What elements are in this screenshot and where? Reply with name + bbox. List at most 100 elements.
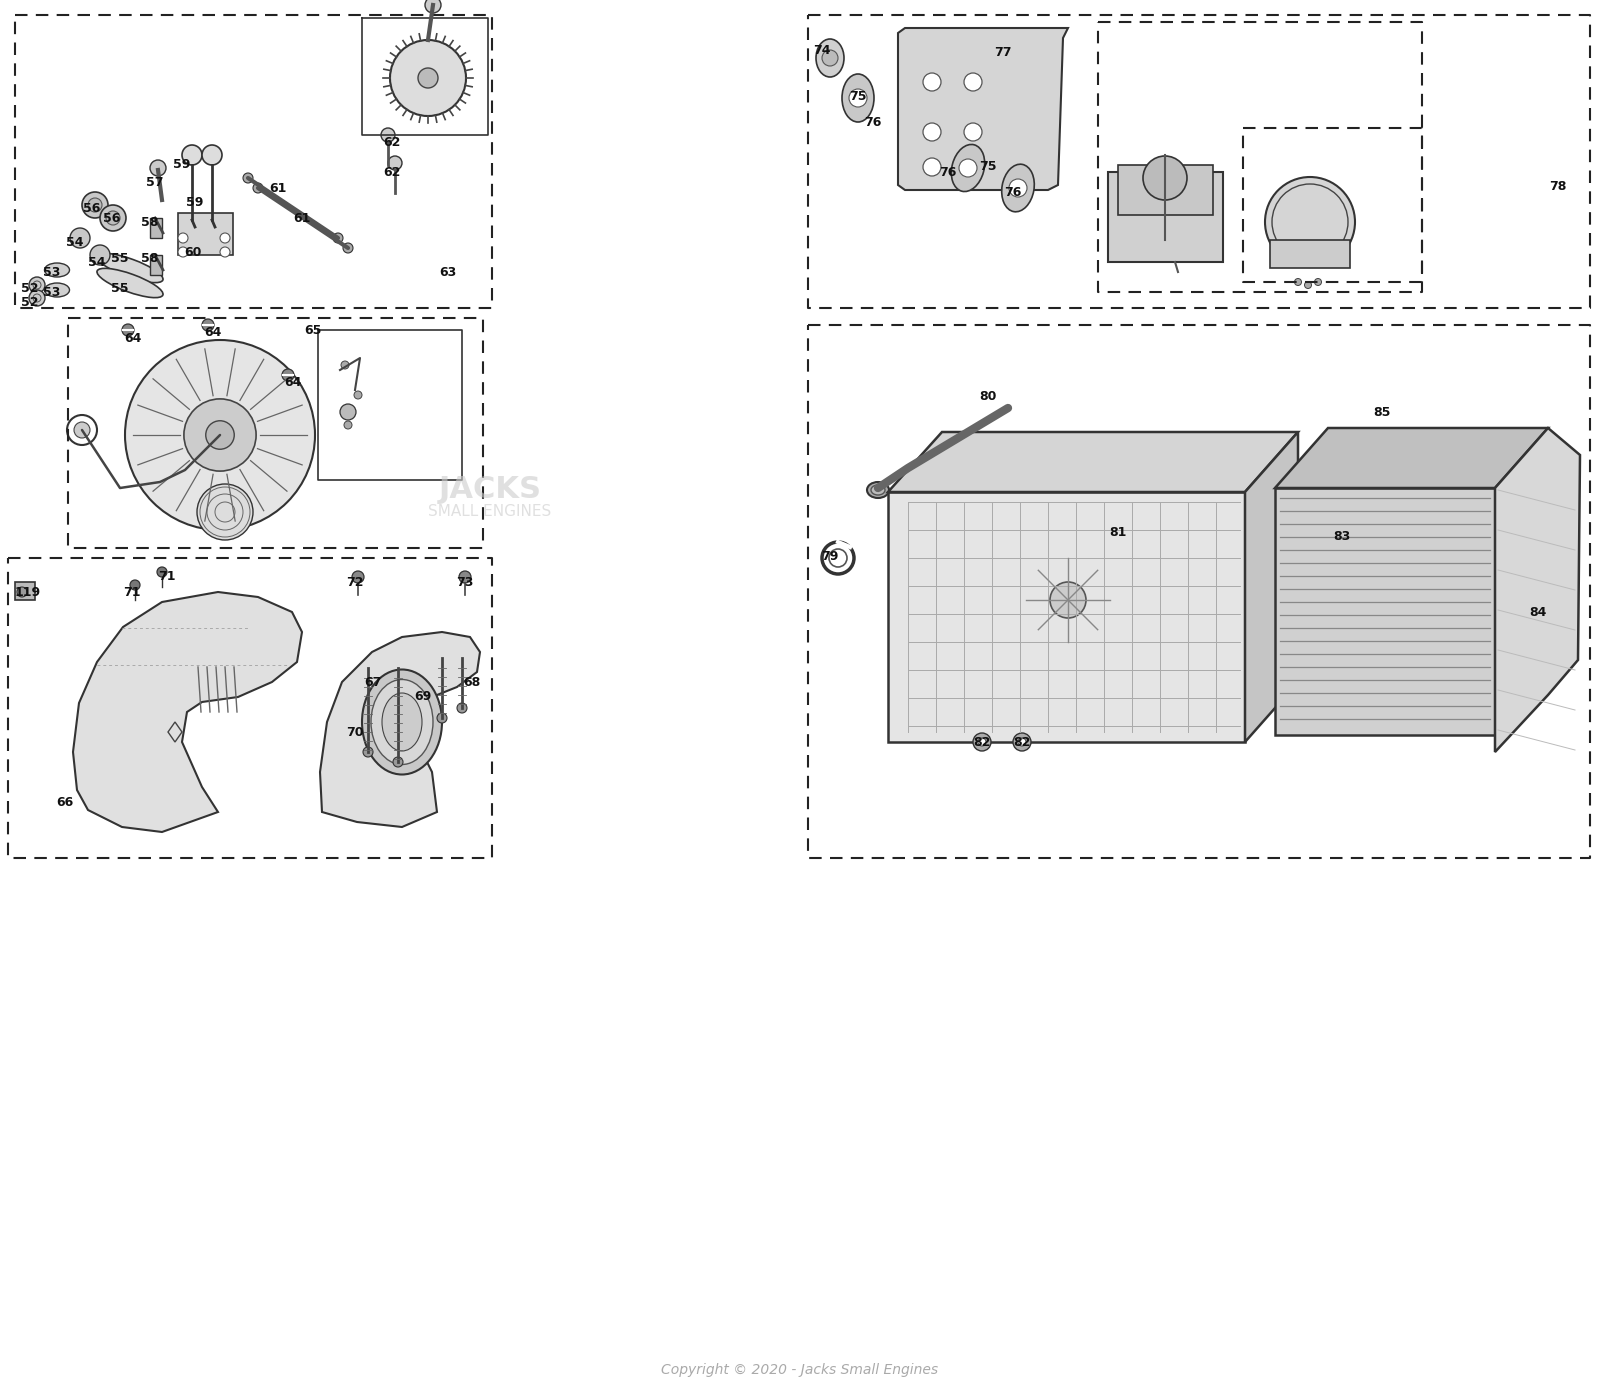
Text: 84: 84 bbox=[1530, 605, 1547, 618]
Circle shape bbox=[182, 145, 202, 165]
Text: 76: 76 bbox=[1005, 186, 1022, 199]
Text: 52: 52 bbox=[21, 281, 38, 295]
Ellipse shape bbox=[45, 263, 69, 277]
Circle shape bbox=[1018, 738, 1026, 747]
Circle shape bbox=[150, 159, 166, 176]
Text: 57: 57 bbox=[146, 176, 163, 189]
Text: 73: 73 bbox=[456, 576, 474, 589]
Circle shape bbox=[850, 89, 867, 108]
Polygon shape bbox=[888, 492, 1245, 742]
Circle shape bbox=[354, 391, 362, 398]
Circle shape bbox=[206, 421, 234, 449]
Text: 61: 61 bbox=[269, 182, 286, 194]
Text: 56: 56 bbox=[83, 201, 101, 214]
Text: 71: 71 bbox=[158, 570, 176, 583]
Circle shape bbox=[1013, 733, 1030, 751]
Circle shape bbox=[437, 713, 446, 723]
Circle shape bbox=[82, 192, 109, 218]
Text: JACKS: JACKS bbox=[438, 475, 541, 505]
Circle shape bbox=[963, 73, 982, 91]
Bar bbox=[14, 582, 35, 600]
Text: 82: 82 bbox=[1013, 735, 1030, 748]
Polygon shape bbox=[1245, 432, 1298, 742]
Text: 65: 65 bbox=[304, 323, 322, 337]
Text: 53: 53 bbox=[43, 266, 61, 278]
Text: 75: 75 bbox=[850, 91, 867, 103]
Circle shape bbox=[197, 484, 253, 540]
Polygon shape bbox=[1494, 428, 1581, 752]
Circle shape bbox=[178, 247, 189, 257]
Text: 59: 59 bbox=[173, 158, 190, 172]
Circle shape bbox=[978, 738, 986, 747]
Circle shape bbox=[958, 159, 978, 178]
Text: 79: 79 bbox=[821, 551, 838, 563]
Text: 55: 55 bbox=[112, 281, 128, 295]
Circle shape bbox=[352, 570, 365, 583]
Circle shape bbox=[1142, 157, 1187, 200]
Text: 52: 52 bbox=[21, 295, 38, 309]
Text: 53: 53 bbox=[43, 285, 61, 299]
Text: 54: 54 bbox=[66, 235, 83, 249]
Text: 83: 83 bbox=[1333, 530, 1350, 544]
Polygon shape bbox=[1275, 488, 1494, 735]
Text: 74: 74 bbox=[813, 43, 830, 56]
Circle shape bbox=[363, 747, 373, 756]
Circle shape bbox=[387, 157, 402, 171]
Text: 75: 75 bbox=[979, 161, 997, 173]
Text: 76: 76 bbox=[864, 116, 882, 129]
Bar bbox=[1107, 172, 1222, 261]
Bar bbox=[178, 212, 234, 254]
Circle shape bbox=[342, 243, 354, 253]
Circle shape bbox=[333, 233, 342, 243]
Circle shape bbox=[458, 703, 467, 713]
Circle shape bbox=[184, 398, 256, 471]
Text: 69: 69 bbox=[414, 691, 432, 703]
Circle shape bbox=[459, 570, 470, 583]
Text: 82: 82 bbox=[973, 735, 990, 748]
Bar bbox=[1270, 240, 1350, 268]
Text: 77: 77 bbox=[994, 46, 1011, 60]
Text: 54: 54 bbox=[88, 256, 106, 268]
Text: 59: 59 bbox=[186, 196, 203, 208]
Text: 68: 68 bbox=[464, 675, 480, 688]
Text: 64: 64 bbox=[125, 331, 142, 344]
Text: 81: 81 bbox=[1109, 526, 1126, 538]
Circle shape bbox=[426, 0, 442, 13]
Bar bbox=[150, 254, 162, 275]
Polygon shape bbox=[320, 632, 480, 828]
Polygon shape bbox=[888, 432, 1298, 492]
Circle shape bbox=[963, 123, 982, 141]
Circle shape bbox=[973, 733, 990, 751]
Text: 71: 71 bbox=[123, 586, 141, 598]
Text: 67: 67 bbox=[365, 675, 382, 688]
Circle shape bbox=[381, 129, 395, 143]
Circle shape bbox=[74, 422, 90, 438]
Circle shape bbox=[178, 233, 189, 243]
Circle shape bbox=[202, 319, 214, 331]
Circle shape bbox=[1315, 278, 1322, 285]
Circle shape bbox=[963, 158, 982, 176]
Circle shape bbox=[923, 158, 941, 176]
Circle shape bbox=[99, 206, 126, 231]
Text: SMALL ENGINES: SMALL ENGINES bbox=[429, 505, 552, 520]
Ellipse shape bbox=[362, 670, 442, 774]
Ellipse shape bbox=[90, 245, 110, 266]
Circle shape bbox=[923, 73, 941, 91]
Circle shape bbox=[822, 50, 838, 66]
Ellipse shape bbox=[70, 228, 90, 247]
Text: 58: 58 bbox=[141, 252, 158, 264]
Ellipse shape bbox=[98, 268, 163, 298]
Text: Copyright © 2020 - Jacks Small Engines: Copyright © 2020 - Jacks Small Engines bbox=[661, 1363, 939, 1377]
Text: 60: 60 bbox=[184, 246, 202, 259]
Circle shape bbox=[18, 587, 27, 597]
Circle shape bbox=[344, 421, 352, 429]
Text: 119: 119 bbox=[14, 586, 42, 598]
Text: 66: 66 bbox=[56, 795, 74, 808]
Circle shape bbox=[341, 361, 349, 369]
Circle shape bbox=[221, 247, 230, 257]
Circle shape bbox=[1050, 582, 1086, 618]
Ellipse shape bbox=[98, 253, 163, 282]
Text: 61: 61 bbox=[293, 211, 310, 225]
Ellipse shape bbox=[382, 693, 422, 751]
Text: 72: 72 bbox=[346, 576, 363, 589]
